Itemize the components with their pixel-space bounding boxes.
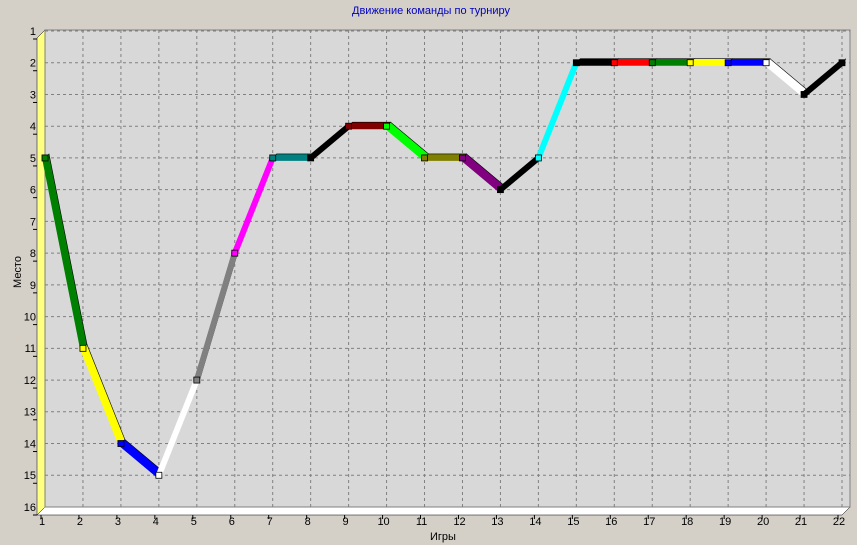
y-tick-label: 7 bbox=[30, 216, 36, 228]
x-tick-label: 5 bbox=[191, 516, 197, 528]
x-tick-label: 7 bbox=[267, 516, 273, 528]
y-tick-label: 5 bbox=[30, 153, 36, 165]
x-tick-label: 11 bbox=[416, 516, 427, 528]
marker bbox=[838, 59, 846, 67]
marker bbox=[648, 59, 656, 67]
x-tick-label: 10 bbox=[377, 516, 389, 528]
marker bbox=[117, 440, 125, 447]
y-tick-label: 14 bbox=[24, 438, 36, 450]
y-tick-label: 15 bbox=[24, 470, 36, 482]
marker bbox=[534, 154, 542, 162]
x-tick-label: 18 bbox=[681, 516, 693, 528]
segment bbox=[802, 60, 844, 97]
segment bbox=[231, 156, 276, 255]
marker bbox=[800, 91, 808, 98]
segment bbox=[384, 123, 427, 161]
x-tick-label: 9 bbox=[343, 516, 349, 528]
marker bbox=[459, 154, 466, 162]
marker bbox=[572, 59, 580, 67]
segment bbox=[193, 252, 238, 381]
x-axis-label: Игры bbox=[430, 531, 456, 543]
marker bbox=[307, 154, 315, 162]
marker bbox=[497, 186, 504, 194]
marker bbox=[686, 59, 694, 67]
segment bbox=[764, 60, 806, 97]
x-tick-label: 2 bbox=[77, 516, 83, 528]
y-tick-label: 9 bbox=[30, 280, 36, 292]
marker bbox=[610, 59, 618, 67]
y-tick-label: 4 bbox=[30, 121, 36, 133]
x-tick-label: 14 bbox=[529, 516, 541, 528]
y-tick-label: 16 bbox=[24, 502, 36, 514]
x-tick-label: 22 bbox=[833, 516, 845, 528]
marker bbox=[421, 154, 428, 162]
marker bbox=[41, 154, 49, 162]
marker bbox=[269, 154, 277, 162]
chart-title: Движение команды по турниру bbox=[352, 5, 510, 17]
y-tick-label: 12 bbox=[24, 375, 36, 387]
marker bbox=[193, 376, 201, 384]
y-tick-label: 11 bbox=[25, 343, 36, 355]
x-tick-label: 13 bbox=[491, 516, 503, 528]
marker bbox=[231, 249, 239, 257]
segment bbox=[118, 441, 161, 478]
segment bbox=[460, 155, 503, 192]
segment bbox=[156, 378, 200, 477]
marker bbox=[345, 122, 353, 130]
plot-area bbox=[44, 29, 851, 508]
marker bbox=[79, 344, 87, 352]
segment bbox=[535, 61, 580, 160]
x-tick-label: 19 bbox=[719, 516, 731, 528]
y-tick-label: 13 bbox=[24, 407, 36, 419]
segment bbox=[308, 123, 351, 161]
marker bbox=[724, 59, 732, 67]
x-tick-label: 6 bbox=[229, 516, 235, 528]
marker bbox=[155, 471, 163, 479]
x-tick-label: 4 bbox=[153, 516, 159, 528]
y-axis-label: Место bbox=[12, 256, 24, 288]
x-tick-label: 12 bbox=[453, 516, 465, 528]
y-tick-label: 2 bbox=[30, 58, 36, 70]
left-wall bbox=[36, 29, 46, 516]
y-tick-label: 8 bbox=[30, 248, 36, 260]
x-tick-label: 17 bbox=[643, 516, 655, 528]
segment bbox=[498, 155, 541, 192]
x-tick-label: 16 bbox=[605, 516, 617, 528]
x-tick-label: 20 bbox=[757, 516, 769, 528]
marker bbox=[762, 59, 770, 67]
segment bbox=[80, 347, 124, 445]
segment bbox=[42, 157, 86, 349]
x-tick-label: 21 bbox=[795, 516, 807, 528]
marker bbox=[383, 122, 390, 130]
x-tick-label: 3 bbox=[115, 516, 121, 528]
y-tick-label: 10 bbox=[24, 312, 36, 324]
y-tick-label: 3 bbox=[30, 89, 36, 101]
x-tick-label: 15 bbox=[567, 516, 579, 528]
x-tick-label: 8 bbox=[305, 516, 311, 528]
y-tick-label: 1 bbox=[30, 26, 36, 38]
floor bbox=[36, 506, 851, 516]
y-tick-label: 6 bbox=[30, 185, 36, 197]
x-tick-label: 1 bbox=[39, 516, 45, 528]
